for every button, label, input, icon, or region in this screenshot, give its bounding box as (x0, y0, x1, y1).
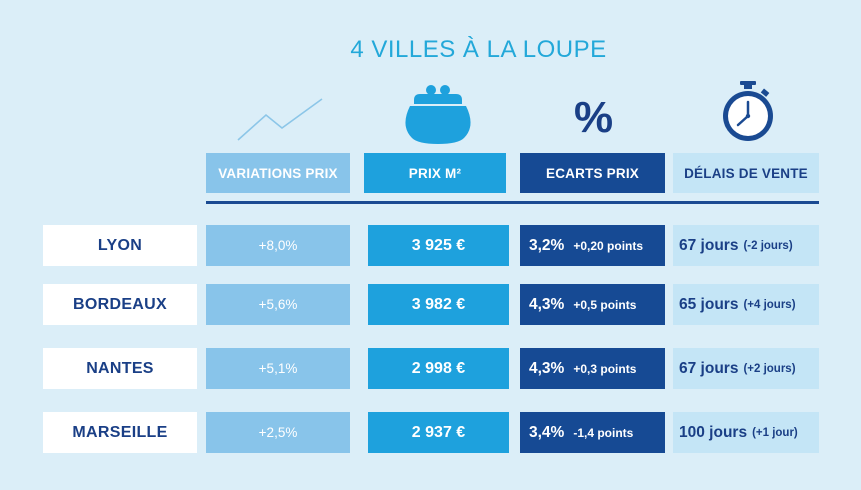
city-label: LYON (43, 225, 197, 266)
trend-line-icon (237, 98, 323, 141)
ecart-cell: 3,4% -1,4 points (520, 412, 665, 453)
delai-cell: 67 jours (+2 jours) (673, 348, 819, 389)
prix-value: 2 937 € (368, 412, 509, 453)
ecart-cell: 4,3% +0,5 points (520, 284, 665, 325)
header-divider (206, 201, 819, 204)
ecart-value: 4,3% (529, 295, 565, 313)
ecart-change: +0,5 points (573, 297, 637, 312)
page-title: 4 VILLES À LA LOUPE (350, 36, 607, 63)
delai-cell: 67 jours (-2 jours) (673, 225, 819, 266)
ecart-value: 3,2% (529, 236, 565, 254)
city-label: BORDEAUX (43, 284, 197, 325)
ecart-value: 4,3% (529, 359, 565, 377)
variation-value: +2,5% (206, 412, 350, 453)
ecart-cell: 4,3% +0,3 points (520, 348, 665, 389)
delai-cell: 100 jours (+1 jour) (673, 412, 819, 453)
delai-change: (-2 jours) (743, 239, 793, 252)
ecart-change: +0,3 points (573, 361, 637, 376)
delai-value: 100 jours (679, 423, 748, 441)
variation-value: +5,6% (206, 284, 350, 325)
header-ecarts-prix: ECARTS PRIX (520, 153, 665, 193)
variation-value: +5,1% (206, 348, 350, 389)
delai-value: 65 jours (679, 295, 739, 313)
ecart-cell: 3,2% +0,20 points (520, 225, 665, 266)
prix-value: 3 982 € (368, 284, 509, 325)
purse-icon (405, 85, 471, 144)
delai-change: (+2 jours) (743, 362, 796, 375)
header-delais-de-vente: DÉLAIS DE VENTE (673, 153, 819, 193)
prix-value: 2 998 € (368, 348, 509, 389)
city-label: MARSEILLE (43, 412, 197, 453)
city-label: NANTES (43, 348, 197, 389)
header-variations-prix: VARIATIONS PRIX (206, 153, 350, 193)
ecart-change: +0,20 points (573, 238, 644, 253)
delai-change: (+4 jours) (743, 298, 796, 311)
variation-value: +8,0% (206, 225, 350, 266)
ecart-change: -1,4 points (573, 425, 634, 440)
delai-change: (+1 jour) (752, 426, 798, 439)
ecart-value: 3,4% (529, 423, 565, 441)
percent-icon: % (574, 93, 614, 142)
stopwatch-icon (723, 81, 773, 141)
delai-cell: 65 jours (+4 jours) (673, 284, 819, 325)
header-prix-m2: PRIX M² (364, 153, 506, 193)
delai-value: 67 jours (679, 236, 739, 254)
delai-value: 67 jours (679, 359, 739, 377)
prix-value: 3 925 € (368, 225, 509, 266)
